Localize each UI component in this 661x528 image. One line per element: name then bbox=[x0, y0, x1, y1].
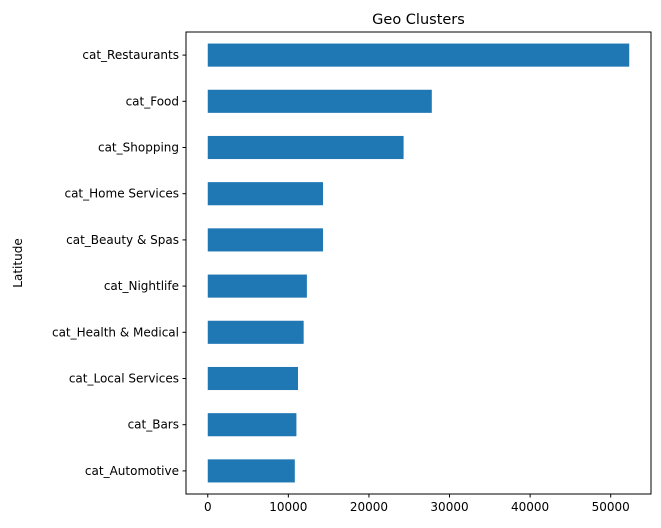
bar-cat-health-medical bbox=[207, 320, 304, 344]
chart-title: Geo Clusters bbox=[372, 12, 465, 28]
y-tick-label: cat_Automotive bbox=[85, 464, 179, 478]
y-axis: cat_Restaurants cat_Food cat_Shopping cat_H… bbox=[52, 48, 186, 478]
x-tick-label: 0 bbox=[204, 500, 212, 514]
bar-cat-local-services bbox=[207, 366, 299, 391]
bars-group bbox=[207, 43, 630, 483]
bar-cat-home-services bbox=[207, 182, 324, 206]
y-tick-label: cat_Shopping bbox=[98, 141, 179, 155]
bar-cat-nightlife bbox=[207, 274, 307, 298]
x-tick-label: 10000 bbox=[269, 500, 307, 514]
y-tick-label: cat_Bars bbox=[128, 418, 179, 432]
y-tick-label: cat_Restaurants bbox=[82, 48, 179, 62]
bar-cat-shopping bbox=[207, 135, 404, 160]
y-tick-label: cat_Health & Medical bbox=[52, 325, 179, 339]
bar-cat-bars bbox=[207, 413, 297, 437]
bar-cat-food bbox=[207, 89, 432, 113]
x-tick-label: 30000 bbox=[430, 500, 468, 514]
bar-cat-beauty-spas bbox=[207, 228, 324, 252]
y-tick-label: cat_Food bbox=[126, 94, 179, 108]
x-axis: 0 10000 20000 30000 40000 50000 bbox=[204, 494, 630, 514]
x-tick-label: 40000 bbox=[511, 500, 549, 514]
plot-frame bbox=[185, 31, 652, 495]
y-tick-label: cat_Nightlife bbox=[104, 279, 179, 293]
x-tick-label: 20000 bbox=[350, 500, 388, 514]
bar-cat-restaurants bbox=[207, 43, 630, 67]
y-tick-label: cat_Home Services bbox=[64, 187, 179, 201]
x-tick-label: 50000 bbox=[592, 500, 630, 514]
y-axis-label: Latitude bbox=[11, 238, 25, 287]
y-tick-label: cat_Beauty & Spas bbox=[66, 233, 179, 247]
y-tick-label: cat_Local Services bbox=[69, 372, 179, 386]
bar-cat-automotive bbox=[207, 459, 295, 483]
